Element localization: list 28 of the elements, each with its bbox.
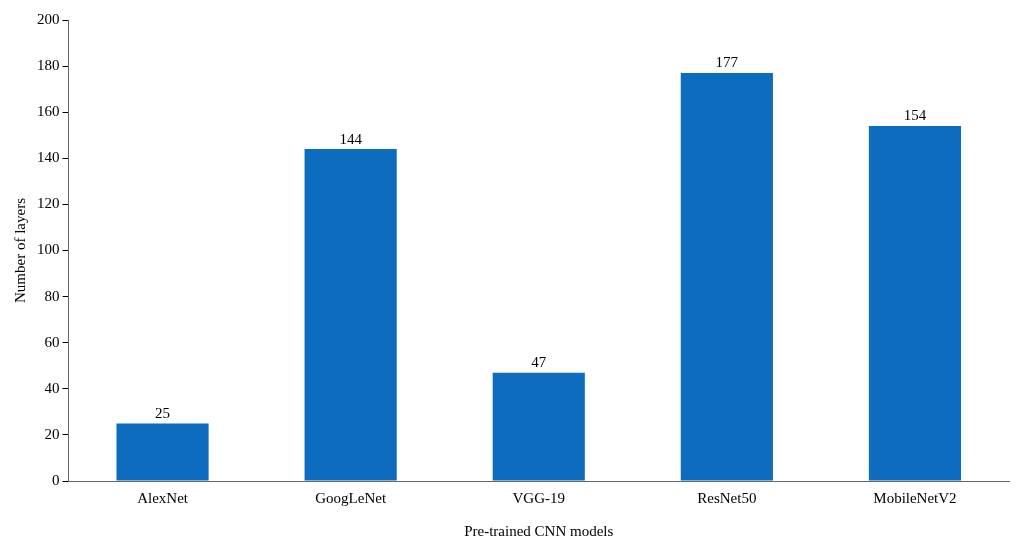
x-tick-label: GoogLeNet — [315, 489, 387, 506]
data-label: 154 — [903, 107, 927, 124]
y-tick-label: 100 — [37, 241, 60, 258]
data-label: 25 — [155, 404, 171, 421]
bar — [116, 423, 209, 481]
y-tick-label: 140 — [37, 149, 60, 166]
data-label: 177 — [715, 54, 739, 71]
data-label: 144 — [339, 130, 363, 147]
y-tick-label: 160 — [37, 103, 60, 120]
bar — [868, 126, 962, 481]
x-tick-label: MobileNetV2 — [873, 489, 957, 506]
y-tick-label: 40 — [44, 379, 60, 396]
bar — [680, 73, 773, 481]
bar — [304, 149, 397, 481]
x-axis-title: Pre-trained CNN models — [464, 522, 614, 539]
x-tick-label: ResNet50 — [697, 489, 757, 506]
y-tick-label: 120 — [37, 195, 60, 212]
y-tick-label: 20 — [44, 425, 60, 442]
x-tick-label: AlexNet — [137, 489, 189, 506]
y-tick-label: 80 — [44, 287, 60, 304]
data-label: 47 — [531, 354, 547, 371]
y-tick-label: 180 — [37, 57, 60, 74]
x-tick-label: VGG-19 — [512, 489, 565, 506]
bar — [492, 372, 585, 481]
y-tick-label: 200 — [37, 10, 60, 27]
y-tick-label: 0 — [52, 471, 60, 488]
y-axis-title: Number of layers — [11, 197, 28, 303]
y-tick-label: 60 — [44, 333, 60, 350]
